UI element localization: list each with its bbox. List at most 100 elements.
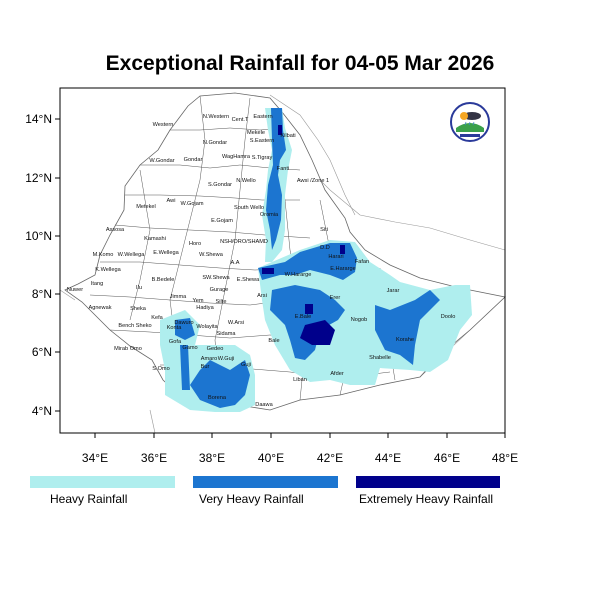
region-label: Silte: [216, 299, 227, 305]
region-label: Guji: [241, 362, 251, 368]
region-label: Liban: [293, 377, 307, 383]
region-label: Mekele: [247, 130, 265, 136]
region-label: Awsi /Zone 1: [297, 178, 329, 184]
region-label: Bale: [268, 338, 279, 344]
region-label: E.Shewa: [237, 277, 260, 283]
region-label: Dawuro: [174, 320, 193, 326]
region-label: Arsi: [257, 293, 267, 299]
region-label: W.Shewa: [199, 252, 224, 258]
x-tick-label: 36°E: [141, 451, 167, 465]
region-label: W.Guji: [218, 356, 234, 362]
legend-swatch-heavy: [30, 476, 175, 488]
legend-label: Extremely Heavy Rainfall: [359, 492, 493, 506]
region-label: Kefa: [151, 315, 163, 321]
region-label: Bench Sheko: [118, 323, 151, 329]
y-tick-label: 12°N: [25, 171, 52, 185]
meteorology-institute-logo: [450, 102, 490, 142]
region-label: B.Bedele: [152, 277, 175, 283]
region-label: W.Arsi: [228, 320, 244, 326]
region-label: Yem: [193, 298, 204, 304]
extremely-heavy-rainfall-areas: [262, 125, 345, 345]
very-heavy-area-north: [266, 108, 286, 250]
region-label: Agnewak: [88, 305, 111, 311]
region-label: S.Tigray: [252, 155, 273, 161]
region-label: Awi: [167, 198, 176, 204]
region-label: Sheka: [130, 306, 147, 312]
extreme-area-bale: [300, 320, 335, 345]
region-label: N.Western: [203, 114, 229, 120]
y-tick-label: 8°N: [32, 287, 52, 301]
region-label: WagHamra: [222, 154, 251, 160]
extreme-area-eshewa: [262, 268, 274, 274]
region-label: Gofa: [169, 339, 182, 345]
region-label: Hadiya: [196, 305, 214, 311]
region-label: M.Komo: [93, 252, 114, 258]
x-tick-label: 42°E: [317, 451, 343, 465]
region-label: A.A: [230, 260, 239, 266]
extreme-area-tigray: [278, 125, 282, 135]
region-label: Gurage: [210, 287, 229, 293]
region-label: W.Wellega: [118, 252, 146, 258]
region-label: Western: [153, 122, 174, 128]
region-label: Konta: [167, 325, 183, 331]
region-label: S.Gondar: [208, 182, 232, 188]
region-label: SW.Shewa: [202, 275, 230, 281]
region-label: N.Gondar: [203, 140, 227, 146]
region-label: Metekel: [136, 204, 156, 210]
region-label: W.Hararge: [285, 272, 312, 278]
region-label: Jarar: [387, 288, 400, 294]
very-heavy-rainfall-areas: [175, 108, 440, 408]
legend-swatch-extremely-heavy: [356, 476, 500, 488]
region-label: Gamo: [182, 345, 197, 351]
region-label: Siti: [320, 227, 328, 233]
extreme-area-arsi: [305, 304, 313, 314]
region-label: Jimma: [170, 294, 187, 300]
x-tick-label: 48°E: [492, 451, 518, 465]
region-label: Bur: [201, 364, 210, 370]
y-tick-label: 10°N: [25, 229, 52, 243]
region-label: Horo: [189, 241, 201, 247]
x-tick-label: 46°E: [434, 451, 460, 465]
region-label: Borena: [208, 395, 227, 401]
region-label: S.Eastern: [250, 138, 275, 144]
region-label: Gondar: [184, 157, 203, 163]
region-label: S.Omo: [152, 366, 169, 372]
region-label: Ilu: [136, 285, 142, 291]
y-tick-label: 14°N: [25, 112, 52, 126]
region-label: Mirab Omo: [114, 346, 142, 352]
region-label: Gedeo: [207, 346, 224, 352]
region-label: Assosa: [106, 227, 125, 233]
y-axis: [55, 118, 60, 412]
y-tick-label: 6°N: [32, 345, 52, 359]
map-frame: [59, 87, 506, 434]
region-label: Daawa: [255, 402, 273, 408]
region-label: W.Gondar: [149, 158, 174, 164]
region-label: Afder: [330, 371, 344, 377]
legend-label: Very Heavy Rainfall: [199, 492, 304, 506]
region-label: Oromia: [260, 212, 279, 218]
very-heavy-area-omo: [180, 345, 190, 390]
very-heavy-area-konta: [175, 318, 195, 340]
region-label: K.Wellega: [95, 267, 121, 273]
region-label: Sidama: [217, 331, 237, 337]
region-label: Shabelle: [369, 355, 391, 361]
region-label: Kamashi: [144, 236, 166, 242]
region-label: Doolo: [441, 314, 456, 320]
map-title: Exceptional Rainfall for 04-05 Mar 2026: [105, 52, 495, 75]
legend: Heavy Rainfall Very Heavy Rainfall Extre…: [30, 476, 500, 506]
region-label: Fanti: [277, 166, 289, 172]
extreme-area-dd: [340, 245, 345, 254]
region-label: E.Wellega: [153, 250, 179, 256]
region-label: D.D: [320, 245, 330, 251]
very-heavy-area-borena: [190, 360, 250, 408]
x-tick-label: 38°E: [199, 451, 225, 465]
y-tick-label: 4°N: [32, 404, 52, 418]
region-label: Kilbati: [280, 133, 295, 139]
region-label: South Wello: [234, 205, 264, 211]
region-label: E.Gojam: [211, 218, 233, 224]
region-label: Wolayita: [196, 324, 218, 330]
region-label: Nogob: [351, 317, 367, 323]
legend-swatch-very-heavy: [193, 476, 338, 488]
region-label: Fafan: [355, 259, 369, 265]
x-tick-label: 44°E: [375, 451, 401, 465]
